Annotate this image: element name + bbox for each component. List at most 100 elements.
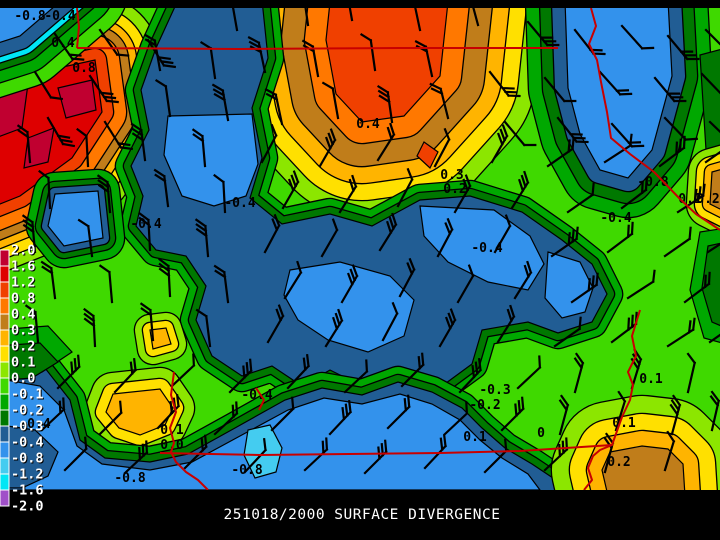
colorbar-cell: [0, 473, 10, 491]
wind-barb: [626, 269, 656, 300]
colorbar-label: 0.1: [11, 355, 35, 371]
wind-barb: [211, 83, 230, 122]
colorbar-label: 1.6: [12, 260, 36, 276]
contour-label: 0.1: [160, 423, 184, 438]
colorbar-label: -1.6: [12, 484, 45, 500]
wind-barb: [663, 226, 692, 258]
wind-barb: [676, 183, 706, 214]
contour-label: 0.1: [463, 430, 487, 445]
colorbar-cell: [0, 489, 10, 507]
wind-barb: [183, 434, 208, 470]
wind-barb: [381, 301, 399, 342]
wind-barb: [614, 390, 627, 432]
wind-barb: [550, 226, 579, 258]
region-rightedge-darkgreen2: [701, 242, 720, 327]
wind-barb: [386, 394, 411, 430]
colorbar-label: 0.8: [12, 292, 36, 308]
contour-label: -0.4: [241, 388, 272, 403]
wind-barb: [653, 76, 687, 103]
colorbar-label: -0.1: [11, 387, 44, 403]
state-borders: [76, 7, 720, 491]
wind-barb: [56, 354, 81, 390]
border-line: [588, 7, 720, 231]
contour-label: 0.1: [639, 372, 663, 387]
wind-barb: [286, 353, 311, 390]
wind-barb: [493, 214, 512, 254]
colorbar-label: 0.4: [11, 307, 35, 323]
region-red-diamond: [416, 141, 439, 169]
wind-barb: [666, 317, 696, 348]
wind-barb: [170, 353, 196, 388]
contour-label: 0.2: [607, 455, 630, 470]
wind-barb: [543, 76, 577, 103]
wind-barb: [704, 150, 720, 164]
wind-barb: [669, 394, 682, 436]
wind-barb: [510, 170, 530, 210]
wind-barb: [76, 127, 90, 168]
wind-barb: [103, 120, 134, 151]
colorbar-label: -0.8: [12, 452, 45, 468]
wind-barb: [53, 32, 85, 61]
contour-label: -0.4: [44, 9, 75, 24]
wind-barb: [77, 218, 94, 258]
wind-barb: [46, 116, 76, 148]
wind-barb: [138, 211, 152, 252]
wind-barb: [88, 74, 119, 104]
colorbar-label: 0.2: [12, 340, 36, 356]
colorbar-cell: [0, 409, 10, 427]
contour-label: -0.2: [469, 398, 500, 413]
colorbar-label: 0.3: [11, 323, 35, 339]
wind-barb: [194, 218, 210, 258]
contour-label: 0.4: [51, 36, 75, 51]
wind-barb: [321, 81, 340, 120]
region-crimson-core: [23, 127, 55, 169]
colorbar-cell: [0, 425, 10, 443]
wind-barb: [318, 128, 337, 168]
colorbar-label: 2.0: [11, 243, 35, 259]
border-line: [169, 371, 209, 491]
contour-label: -0.3: [479, 383, 510, 398]
wind-barb: [195, 308, 212, 348]
colorbar-label: -0.2: [12, 404, 45, 420]
wind-barb: [213, 173, 227, 214]
wind-barb: [328, 399, 353, 436]
wind-barb: [98, 264, 114, 304]
colorbar-cell: [0, 265, 10, 283]
wind-barb: [340, 264, 359, 304]
wind-barb: [98, 28, 130, 57]
map-title: 251018/2000 SURFACE DIVERGENCE: [224, 507, 501, 523]
wind-barb: [663, 430, 676, 472]
colorbar-label: -1.2: [12, 468, 45, 484]
contour-label: 0.8: [72, 61, 96, 76]
colorbar-cell: [0, 457, 10, 475]
wind-barb: [376, 122, 396, 162]
region-bottomright-warm: [601, 445, 686, 497]
wind-barb: [199, 40, 217, 80]
wind-barb: [98, 400, 123, 436]
wind-barb: [158, 257, 172, 298]
wind-barb: [21, 214, 37, 254]
region-bottomleft-slate-corner: [0, 424, 59, 489]
top-black-bar: [0, 0, 720, 8]
region-leftedge-darkgreen: [0, 342, 59, 382]
contour-label: 0.3: [440, 168, 463, 183]
colorbar-label: 0.0: [11, 371, 35, 387]
colorbar-label: 0.8: [11, 291, 35, 307]
wind-barb: [324, 308, 344, 348]
wind-barb: [303, 437, 329, 472]
wind-barb: [213, 401, 239, 436]
wind-barb: [281, 170, 300, 210]
wind-barb: [610, 311, 638, 344]
colorbar-label: -0.4: [11, 435, 44, 451]
wind-barb: [153, 168, 170, 208]
wind-barb: [570, 272, 599, 304]
wind-barb: [443, 401, 469, 436]
border-line: [255, 387, 265, 411]
region-central-snake: [130, 0, 608, 387]
contour-label: -0.4: [224, 196, 255, 211]
wind-barb: [396, 167, 414, 208]
wind-barb: [620, 177, 648, 210]
wind-barb: [266, 304, 285, 344]
colorbar-label: -0.4: [12, 436, 45, 452]
wind-barb: [438, 308, 457, 348]
